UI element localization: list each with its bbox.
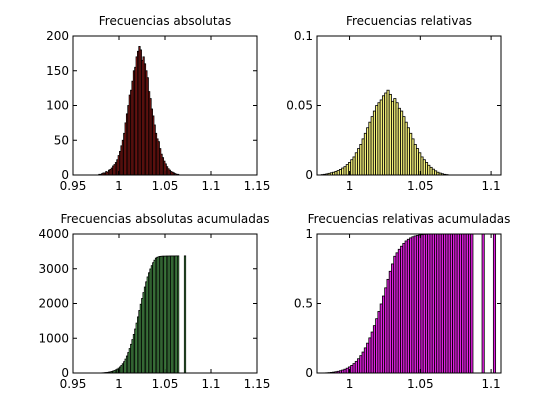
bars	[320, 234, 497, 373]
y-tick-label: 0	[61, 366, 69, 380]
chart-title: Frecuencias relativas acumuladas	[308, 212, 511, 226]
x-tick-label: 1.05	[152, 377, 179, 391]
y-tick-label: 2000	[38, 297, 69, 311]
chart-title: Frecuencias absolutas	[99, 14, 231, 28]
bar	[492, 234, 497, 373]
axes-box	[72, 35, 258, 176]
y-tick-label: 50	[54, 133, 69, 147]
y-tick-label: 4000	[38, 227, 69, 241]
bar	[183, 255, 187, 373]
x-tick-label: 1.15	[244, 377, 271, 391]
x-tick-label: 0.95	[60, 377, 87, 391]
bar	[177, 255, 180, 373]
x-tick-label: 0.95	[60, 179, 87, 193]
bar	[481, 234, 485, 373]
x-tick-label: 1.15	[244, 179, 271, 193]
y-tick-label: 150	[46, 64, 69, 78]
y-tick-label: 0.1	[294, 29, 313, 43]
x-tick-label: 1.1	[482, 179, 501, 193]
y-tick-label: 1	[305, 227, 313, 241]
y-tick-label: 0	[61, 168, 69, 182]
subplot-frecuencias-absolutas-acumuladas: 0.95 1 1.05 1.1 1.15 0 1000 2000 3000 4000Frecuen…	[38, 212, 270, 391]
subplot-frecuencias-relativas: 1 1.05 1.1 0 0.05 0.1 Frecuencias relativas	[286, 14, 502, 193]
y-tick-label: 1000	[38, 331, 69, 345]
chart-title: Frecuencias relativas	[346, 14, 472, 28]
x-tick-label: 1	[115, 377, 123, 391]
x-tick-label: 1.1	[201, 179, 220, 193]
y-tick-label: 0	[305, 168, 313, 182]
chart-title: Frecuencias absolutas acumuladas	[60, 212, 269, 226]
x-tick-label: 1	[115, 179, 123, 193]
subplot-frecuencias-absolutas: 0.95 1 1.05 1.1 1.15 0 50 100 150 200 Frecuencias …	[46, 14, 270, 193]
y-tick-label: 0	[305, 366, 313, 380]
x-tick-label: 1.05	[407, 377, 434, 391]
x-tick-label: 1	[346, 377, 354, 391]
x-tick-label: 1	[346, 179, 354, 193]
y-tick-label: 0.5	[294, 297, 313, 311]
x-tick-label: 1.05	[407, 179, 434, 193]
y-tick-label: 0.05	[286, 99, 313, 113]
x-tick-label: 1.1	[482, 377, 501, 391]
bars	[320, 89, 449, 175]
y-tick-label: 3000	[38, 262, 69, 276]
x-tick-label: 1.1	[201, 377, 220, 391]
y-tick-label: 200	[46, 29, 69, 43]
y-tick-label: 100	[46, 99, 69, 113]
bar	[470, 234, 474, 373]
x-tick-label: 1.05	[152, 179, 179, 193]
